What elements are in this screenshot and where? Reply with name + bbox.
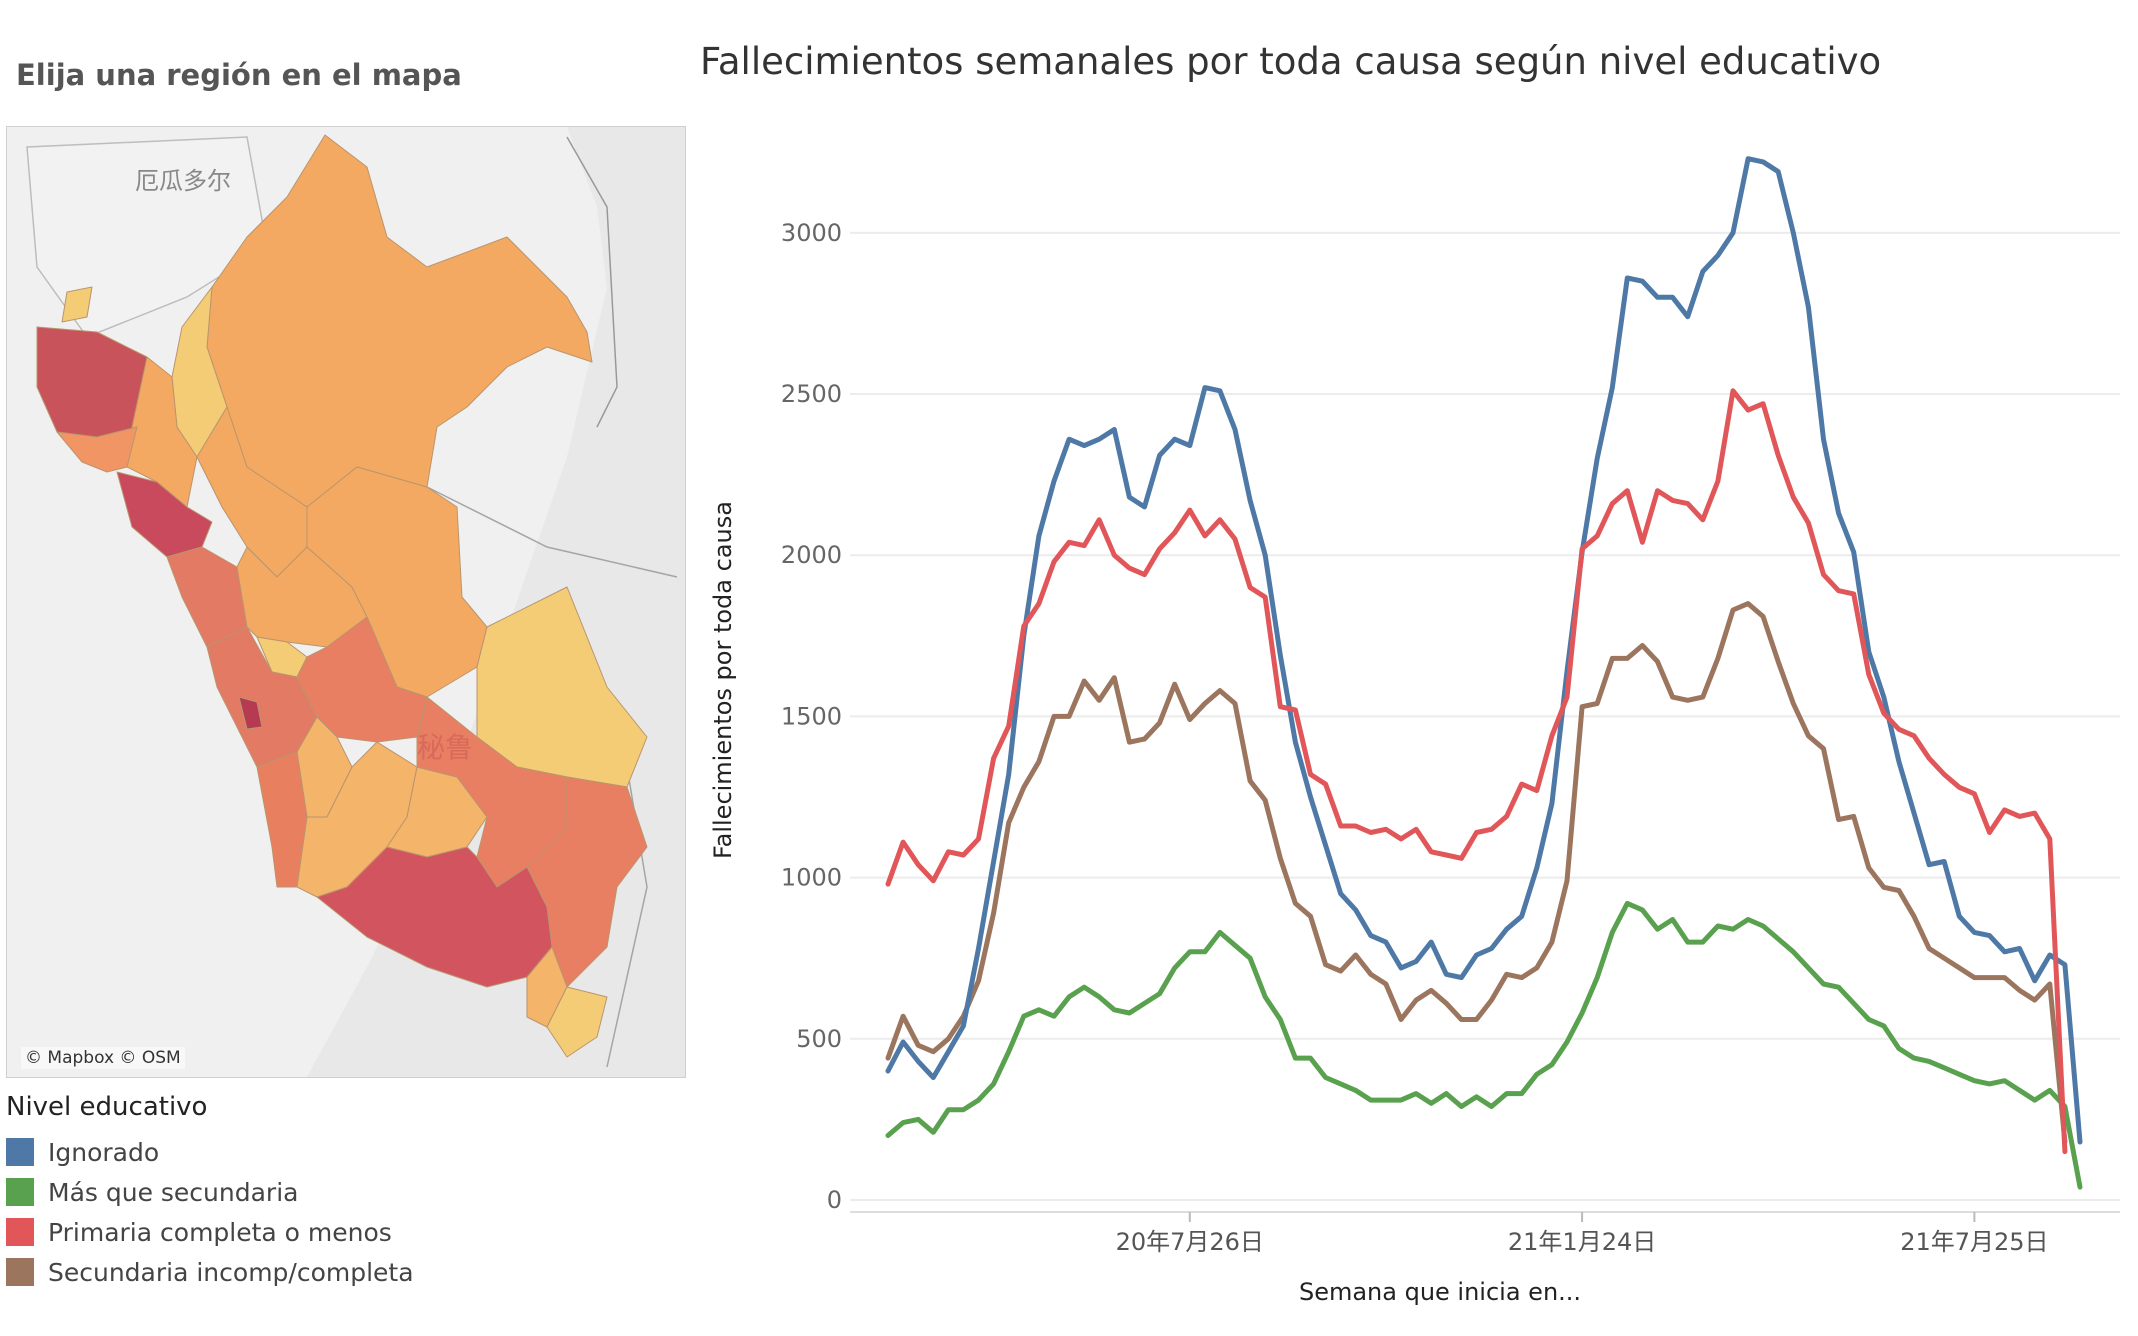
y-tick-label: 0 [827,1186,842,1214]
border-line [566,136,618,428]
y-tick-label: 3000 [781,219,842,247]
x-tick-label: 20年7月26日 [1116,1228,1264,1256]
x-axis-label: Semana que inicia en... [1299,1278,1581,1306]
legend-swatch [6,1138,34,1166]
x-tick-label: 21年7月25日 [1900,1228,2048,1256]
legend-title: Nivel educativo [6,1092,208,1122]
border-line [406,476,678,578]
y-tick-label: 2500 [781,380,842,408]
series-line-primaria-completa-o-menos [885,388,2068,1155]
series-line-ignorado [885,156,2083,1145]
line-chart[interactable]: 0 500 1000 1500 2000 2500 3000 20年7月26日 21年1月24日… [690,100,2130,1330]
series-line-m-s-que-secundaria [885,900,2083,1190]
region-map[interactable]: 厄瓜多尔 [6,126,686,1078]
legend-item-mas-que-secundaria[interactable]: Más que secundaria [6,1172,414,1212]
y-axis-label: Fallecimientos por toda causa [709,501,737,859]
legend-label: Primaria completa o menos [48,1217,392,1247]
chart-title: Fallecimientos semanales por toda causa … [700,40,1882,83]
legend-swatch [6,1218,34,1246]
ecuador-area [26,136,268,338]
legend-item-ignorado[interactable]: Ignorado [6,1132,414,1172]
y-tick-label: 1500 [781,702,842,730]
peru-label: 秘鲁 [417,731,473,764]
x-tick-label: 21年1月24日 [1508,1228,1656,1256]
map-title: Elija una región en el mapa [16,58,462,92]
legend-label: Más que secundaria [48,1177,299,1207]
legend-label: Ignorado [48,1137,160,1167]
y-tick-label: 1000 [781,864,842,892]
legend-label: Secundaria incomp/completa [48,1257,414,1287]
region-tacna[interactable] [546,986,608,1058]
y-tick-label: 2000 [781,541,842,569]
y-tick-label: 500 [796,1025,842,1053]
map-canvas[interactable]: 厄瓜多尔 [7,127,685,1077]
region-lambayeque[interactable] [56,426,138,473]
legend-swatch [6,1178,34,1206]
region-la-libertad[interactable] [116,471,213,558]
region-arequipa[interactable] [316,846,553,988]
ecuador-label: 厄瓜多尔 [135,167,231,195]
legend-item-primaria[interactable]: Primaria completa o menos [6,1212,414,1252]
map-attribution[interactable]: © Mapbox © OSM [21,1047,185,1069]
series-line-secundaria-incomp-completa [885,601,2068,1145]
region-tumbes[interactable] [61,286,93,323]
legend-swatch [6,1258,34,1286]
legend-item-secundaria[interactable]: Secundaria incomp/completa [6,1252,414,1292]
region-callao[interactable] [238,696,263,730]
legend: Nivel educativo Ignorado Más que secunda… [6,1092,414,1292]
